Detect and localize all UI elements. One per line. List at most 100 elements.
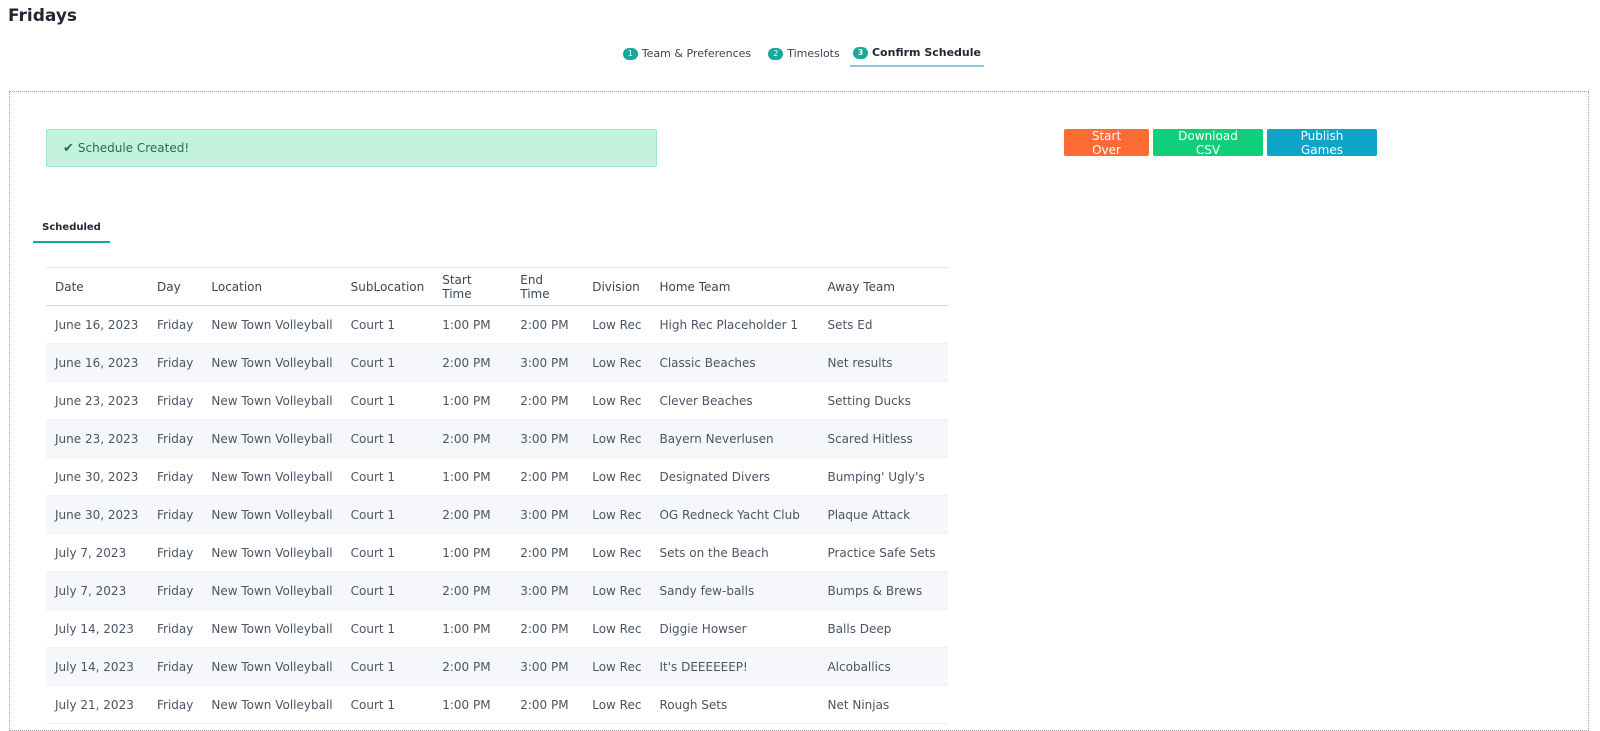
- cell-end-time: 2:00 PM: [511, 457, 584, 496]
- cell-location: New Town Volleyball: [202, 343, 342, 382]
- schedule-table-body: June 16, 2023 Friday New Town Volleyball Co…: [46, 305, 948, 724]
- alert-text: Schedule Created!: [77, 141, 190, 155]
- table-row: June 30, 2023 Friday New Town Volleyball Co…: [46, 495, 948, 534]
- cell-end-time: 2:00 PM: [511, 609, 584, 648]
- cell-sublocation: Court 1: [341, 419, 434, 458]
- column-header-start-time: Start Time: [433, 267, 512, 306]
- cell-location: New Town Volleyball: [202, 609, 342, 648]
- cell-day: Friday: [148, 647, 203, 686]
- step-confirm-schedule[interactable]: 3 Confirm Schedule: [850, 40, 984, 67]
- start-over-button[interactable]: Start Over: [1064, 129, 1149, 157]
- cell-end-time: 3:00 PM: [511, 647, 584, 686]
- cell-start-time: 1:00 PM: [433, 685, 512, 724]
- cell-location: New Town Volleyball: [202, 647, 342, 686]
- step-label: Timeslots: [787, 47, 840, 60]
- column-header-end-time: End Time: [511, 267, 584, 306]
- publish-games-button[interactable]: Publish Games: [1267, 129, 1377, 157]
- cell-start-time: 2:00 PM: [433, 419, 512, 458]
- cell-end-time: 2:00 PM: [511, 685, 584, 724]
- table-row: June 30, 2023 Friday New Town Volleyball Co…: [46, 457, 948, 496]
- cell-away-team: Bumps & Brews: [818, 571, 948, 610]
- step-number-badge: 2: [768, 47, 784, 60]
- cell-date: June 30, 2023: [46, 495, 148, 534]
- success-alert: ✔ Schedule Created!: [46, 129, 657, 167]
- cell-away-team: Scared Hitless: [818, 419, 948, 458]
- tab-scheduled[interactable]: Scheduled: [33, 222, 110, 243]
- table-row: July 14, 2023 Friday New Town Volleyball Co…: [46, 647, 948, 686]
- cell-start-time: 1:00 PM: [433, 381, 512, 420]
- table-header-row: Date Day Location SubLocation Start Time…: [46, 267, 948, 306]
- cell-start-time: 2:00 PM: [433, 343, 512, 382]
- cell-sublocation: Court 1: [341, 647, 434, 686]
- step-timeslots[interactable]: 2 Timeslots: [762, 40, 846, 67]
- table-row: July 7, 2023 Friday New Town Volleyball Cou…: [46, 533, 948, 572]
- table-row: June 23, 2023 Friday New Town Volleyball Co…: [46, 381, 948, 420]
- action-buttons: Start Over Download CSV Publish Games: [1064, 129, 1377, 157]
- cell-sublocation: Court 1: [341, 571, 434, 610]
- table-row: July 14, 2023 Friday New Town Volleyball Co…: [46, 609, 948, 648]
- cell-division: Low Rec: [583, 305, 651, 344]
- cell-day: Friday: [148, 381, 203, 420]
- cell-location: New Town Volleyball: [202, 571, 342, 610]
- cell-date: July 7, 2023: [46, 571, 148, 610]
- cell-date: June 23, 2023: [46, 381, 148, 420]
- step-team-preferences[interactable]: 1 Team & Preferences: [622, 40, 752, 67]
- step-number-badge: 1: [622, 47, 638, 60]
- cell-away-team: Balls Deep: [818, 609, 948, 648]
- table-row: June 23, 2023 Friday New Town Volleyball Co…: [46, 419, 948, 458]
- cell-division: Low Rec: [583, 495, 651, 534]
- table-row: July 21, 2023 Friday New Town Volleyball Co…: [46, 685, 948, 724]
- cell-sublocation: Court 1: [341, 609, 434, 648]
- cell-date: July 21, 2023: [46, 685, 148, 724]
- cell-division: Low Rec: [583, 533, 651, 572]
- cell-day: Friday: [148, 419, 203, 458]
- cell-sublocation: Court 1: [341, 457, 434, 496]
- column-header-day: Day: [148, 267, 203, 306]
- column-header-division: Division: [583, 267, 651, 306]
- cell-division: Low Rec: [583, 419, 651, 458]
- cell-sublocation: Court 1: [341, 305, 434, 344]
- table-row: June 16, 2023 Friday New Town Volleyball Co…: [46, 343, 948, 382]
- step-number-badge: 3: [852, 46, 868, 59]
- cell-day: Friday: [148, 305, 203, 344]
- page-title: Fridays: [8, 6, 78, 26]
- cell-away-team: Plaque Attack: [818, 495, 948, 534]
- cell-home-team: Clever Beaches: [650, 381, 819, 420]
- cell-division: Low Rec: [583, 381, 651, 420]
- cell-location: New Town Volleyball: [202, 685, 342, 724]
- table-row: July 7, 2023 Friday New Town Volleyball Cou…: [46, 571, 948, 610]
- step-label: Confirm Schedule: [871, 46, 981, 59]
- cell-end-time: 3:00 PM: [511, 343, 584, 382]
- cell-division: Low Rec: [583, 457, 651, 496]
- cell-day: Friday: [148, 685, 203, 724]
- cell-end-time: 2:00 PM: [511, 305, 584, 344]
- cell-date: June 23, 2023: [46, 419, 148, 458]
- cell-end-time: 3:00 PM: [511, 571, 584, 610]
- cell-location: New Town Volleyball: [202, 533, 342, 572]
- cell-home-team: It's DEEEEEEP!: [650, 647, 819, 686]
- cell-home-team: Rough Sets: [650, 685, 819, 724]
- cell-sublocation: Court 1: [341, 381, 434, 420]
- column-header-sublocation: SubLocation: [341, 267, 434, 306]
- cell-sublocation: Court 1: [341, 533, 434, 572]
- cell-start-time: 2:00 PM: [433, 495, 512, 534]
- cell-location: New Town Volleyball: [202, 457, 342, 496]
- cell-date: July 7, 2023: [46, 533, 148, 572]
- cell-sublocation: Court 1: [341, 685, 434, 724]
- cell-date: July 14, 2023: [46, 647, 148, 686]
- cell-end-time: 2:00 PM: [511, 533, 584, 572]
- cell-division: Low Rec: [583, 343, 651, 382]
- cell-division: Low Rec: [583, 571, 651, 610]
- cell-away-team: Setting Ducks: [818, 381, 948, 420]
- wizard-steps: 1 Team & Preferences 2 Timeslots 3 Confi…: [0, 40, 1600, 68]
- cell-end-time: 3:00 PM: [511, 419, 584, 458]
- column-header-date: Date: [46, 267, 148, 306]
- download-csv-button[interactable]: Download CSV: [1153, 129, 1263, 157]
- column-header-location: Location: [202, 267, 342, 306]
- cell-day: Friday: [148, 571, 203, 610]
- column-header-away-team: Away Team: [818, 267, 948, 306]
- cell-home-team: OG Redneck Yacht Club: [650, 495, 819, 534]
- cell-home-team: Classic Beaches: [650, 343, 819, 382]
- cell-home-team: Designated Divers: [650, 457, 819, 496]
- cell-division: Low Rec: [583, 685, 651, 724]
